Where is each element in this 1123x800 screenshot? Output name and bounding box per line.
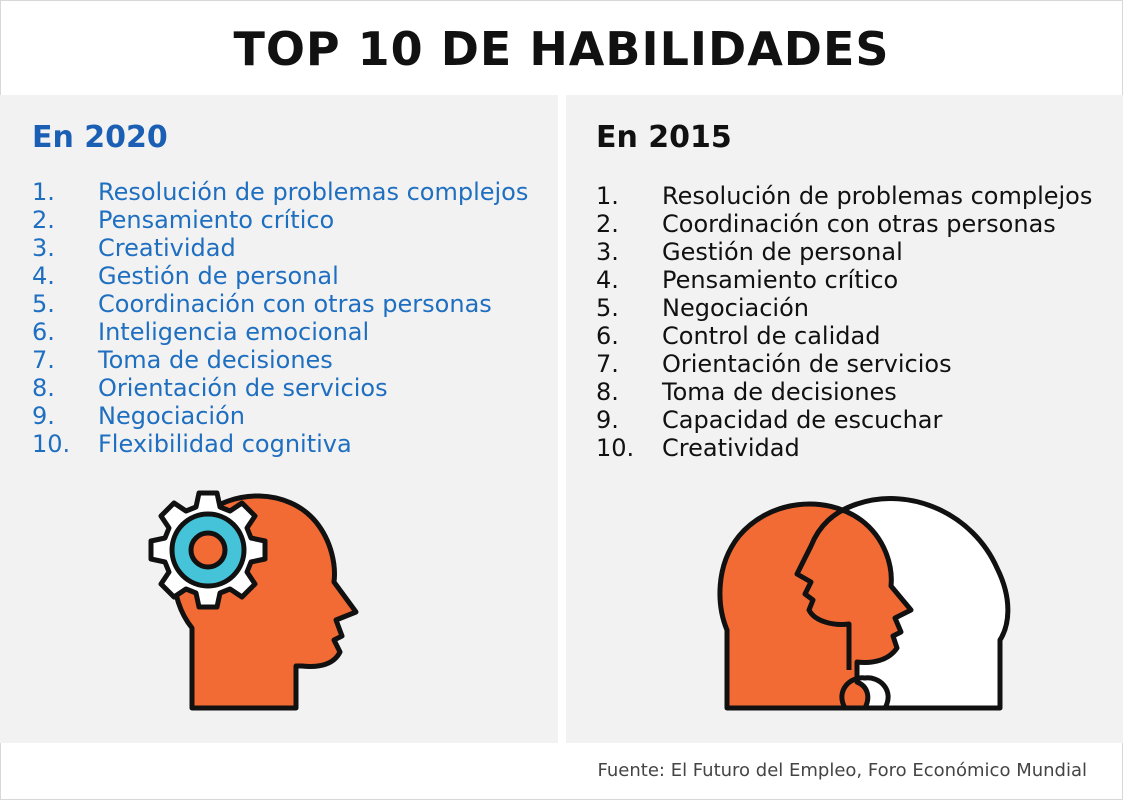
list-item: 9. Negociación: [32, 402, 245, 430]
list-item: 6. Control de calidad: [596, 322, 881, 350]
skills-list-2020: 1. Resolución de problemas complejos 2. Pe…: [32, 178, 528, 458]
list-item: 3. Gestión de personal: [596, 238, 903, 266]
list-item: 10. Creatividad: [596, 434, 800, 462]
list-item: 9. Capacidad de escuchar: [596, 406, 943, 434]
source-caption: Fuente: El Futuro del Empleo, Foro Econó…: [597, 760, 1087, 781]
list-item: 3. Creatividad: [32, 234, 236, 262]
list-item: 2. Pensamiento crítico: [32, 206, 335, 234]
list-item: 1. Resolución de problemas complejos: [32, 178, 529, 206]
list-item: 2. Coordinación con otras personas: [596, 210, 1056, 238]
list-item: 1. Resolución de problemas complejos: [596, 182, 1093, 210]
list-item: 5. Coordinación con otras personas: [32, 290, 492, 318]
heading-2015: En 2015: [596, 120, 732, 155]
list-item: 8. Toma de decisiones: [596, 378, 897, 406]
list-item: 7. Orientación de servicios: [596, 350, 952, 378]
heading-2020: En 2020: [32, 120, 168, 155]
list-item: 7. Toma de decisiones: [32, 346, 333, 374]
skills-list-2015: 1. Resolución de problemas complejos 2. Co…: [596, 182, 1092, 462]
list-item: 8. Orientación de servicios: [32, 374, 388, 402]
list-item: 5. Negociación: [596, 294, 809, 322]
overlapping-heads-icon: [717, 496, 1011, 711]
list-item: 4. Pensamiento crítico: [596, 266, 899, 294]
list-item: 10. Flexibilidad cognitiva: [32, 430, 352, 458]
page-title: TOP 10 DE HABILIDADES: [233, 22, 890, 76]
list-item: 6. Inteligencia emocional: [32, 318, 370, 346]
head-with-gear-icon: [148, 490, 359, 711]
list-item: 4. Gestión de personal: [32, 262, 339, 290]
